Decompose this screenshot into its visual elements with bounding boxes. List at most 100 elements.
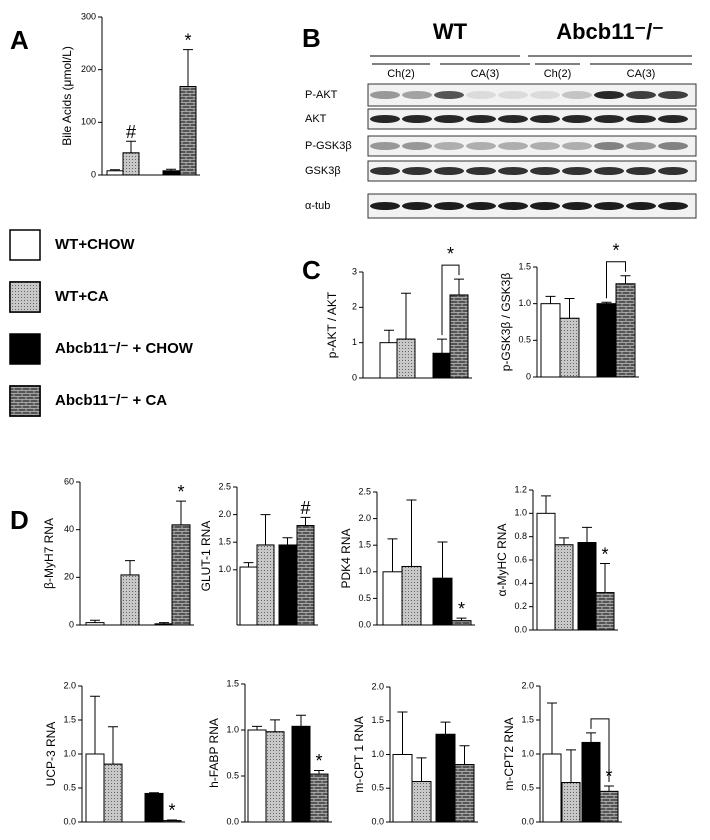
blot-band — [370, 115, 400, 123]
blot-subgroup: Ch(2) — [387, 68, 415, 80]
blot-band — [658, 91, 688, 99]
y-tick-label: 0.0 — [226, 816, 239, 826]
blot-band — [498, 142, 528, 150]
annotation: # — [126, 122, 136, 142]
bar — [144, 792, 164, 823]
bar-texture — [401, 565, 422, 626]
blot-band — [562, 115, 592, 123]
y-tick-label: 1.5 — [521, 714, 534, 724]
blot-band — [530, 142, 560, 150]
blot-row-label: AKT — [305, 113, 327, 125]
error-bar — [387, 538, 398, 572]
error-bar — [437, 541, 448, 579]
y-tick-label: 0.0 — [514, 624, 527, 634]
significance-bracket — [606, 261, 626, 299]
blot-band — [434, 142, 464, 150]
y-tick-label: 1.0 — [371, 749, 384, 759]
error-bar — [604, 785, 614, 792]
blot-row-label: P-GSK3β — [305, 140, 352, 152]
bar-texture — [554, 544, 574, 631]
bar-texture — [103, 763, 123, 823]
bar — [596, 303, 617, 378]
blot-band — [434, 167, 464, 175]
blot-band — [626, 167, 656, 175]
blot-group: WT — [433, 19, 468, 44]
error-bar — [126, 140, 136, 153]
y-tick-label: 0 — [352, 372, 357, 382]
annotation: * — [184, 30, 191, 50]
blot-band — [402, 167, 432, 175]
legend-label: WT+CA — [55, 288, 109, 305]
error-bar — [620, 275, 631, 284]
y-tick-label: 300 — [81, 11, 96, 21]
blot-band — [626, 142, 656, 150]
bracket-label: * — [612, 241, 619, 261]
error-bar — [125, 560, 135, 575]
blot-band — [530, 202, 560, 210]
error-bar — [601, 301, 612, 304]
blot-band — [626, 91, 656, 99]
bar — [247, 729, 267, 823]
error-bar — [406, 499, 417, 567]
bar-texture — [171, 524, 191, 626]
error-bar — [300, 516, 311, 526]
bar — [392, 754, 413, 823]
blot-band — [434, 115, 464, 123]
panel-label: C — [302, 255, 321, 285]
y-axis-label: h-FABP RNA — [207, 718, 221, 788]
blot-band — [658, 202, 688, 210]
y-tick-label: 0.0 — [358, 619, 371, 629]
annotation: * — [177, 482, 184, 502]
bar-texture — [256, 544, 275, 626]
y-tick-label: 2.0 — [521, 680, 534, 690]
error-bar — [166, 168, 176, 171]
blot-group: Abcb11⁻/⁻ — [556, 19, 664, 44]
bar — [291, 725, 311, 823]
y-tick-label: 0.8 — [514, 531, 527, 541]
legend-swatch — [9, 229, 41, 261]
error-bar — [582, 526, 592, 543]
blot-band — [402, 91, 432, 99]
blot-band — [626, 202, 656, 210]
bar-texture — [309, 773, 329, 823]
y-tick-label: 0.2 — [514, 601, 527, 611]
y-axis-label: α-MyHC RNA — [495, 524, 509, 597]
y-tick-label: 0.0 — [371, 816, 384, 826]
y-tick-label: 0.5 — [358, 593, 371, 603]
y-tick-label: 1.5 — [358, 540, 371, 550]
legend-label: WT+CHOW — [55, 236, 135, 253]
blot-band — [498, 115, 528, 123]
panel-label: D — [10, 505, 29, 535]
y-tick-label: 200 — [81, 64, 96, 74]
legend-label: Abcb11⁻/⁻ + CA — [55, 392, 167, 409]
annotation: # — [300, 498, 310, 518]
bar-texture — [411, 781, 432, 823]
legend-label: Abcb11⁻/⁻ + CHOW — [55, 340, 194, 357]
y-axis-label: GLUT-1 RNA — [199, 521, 213, 592]
blot-band — [658, 167, 688, 175]
error-bar — [260, 514, 271, 545]
y-tick-label: 2.5 — [218, 481, 231, 491]
y-axis-label: m-CPT2 RNA — [502, 717, 516, 790]
bar — [239, 566, 258, 626]
significance-bracket — [441, 264, 460, 336]
bar-texture — [454, 764, 475, 823]
bar-texture — [179, 86, 197, 176]
bar — [85, 622, 105, 626]
blot-band — [562, 167, 592, 175]
blot-row-label: GSK3β — [305, 165, 341, 177]
y-axis-label: Bile Acids (μmol/L) — [60, 46, 74, 146]
blot-band — [530, 91, 560, 99]
blot-row-label: α-tub — [305, 200, 330, 212]
error-bar — [159, 622, 169, 624]
bar — [542, 753, 562, 823]
bar — [536, 512, 556, 631]
error-bar — [545, 295, 556, 304]
y-tick-label: 1.5 — [218, 537, 231, 547]
bar — [379, 342, 399, 379]
y-axis-label: p-GSK3β / GSK3β — [499, 273, 513, 372]
error-bar — [108, 726, 118, 765]
error-bar — [397, 711, 408, 755]
blot-band — [658, 115, 688, 123]
y-tick-label: 1.0 — [226, 724, 239, 734]
